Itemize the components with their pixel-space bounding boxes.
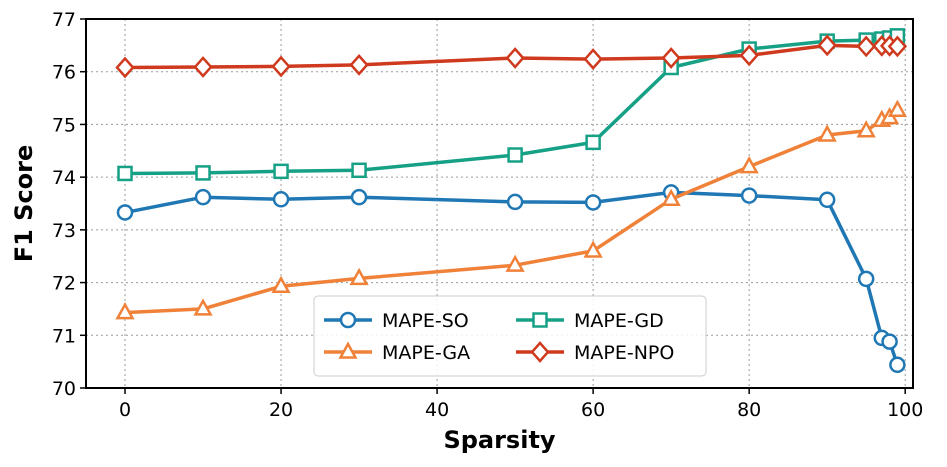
legend-label: MAPE-GA xyxy=(382,342,470,364)
mape-npo-point xyxy=(887,35,908,58)
legend-marker-diamond xyxy=(530,341,550,363)
legend-item-mape-so: MAPE-SO xyxy=(324,310,469,332)
y-tick-label: 75 xyxy=(52,114,76,136)
mape-so-point xyxy=(740,187,758,204)
mape-ga-point xyxy=(505,254,525,272)
y-tick-label: 72 xyxy=(52,273,76,295)
mape-npo-point xyxy=(193,56,213,78)
mape-ga-point xyxy=(193,298,213,316)
mape-so-point xyxy=(272,191,290,208)
mape-gd-point xyxy=(273,163,289,180)
legend-item-mape-ga: MAPE-GA xyxy=(324,341,470,364)
mape-so-point xyxy=(506,193,524,211)
mape-npo-point xyxy=(271,55,291,78)
x-tick-label: 20 xyxy=(269,399,293,421)
mape-gd-point xyxy=(351,162,367,179)
mape-npo-point xyxy=(505,47,525,69)
y-tick-label: 77 xyxy=(52,9,76,31)
y-axis-title: F1 Score xyxy=(10,145,38,263)
series-mape-npo xyxy=(115,34,908,79)
mape-so-point xyxy=(194,188,212,206)
mape-ga-point xyxy=(817,124,837,142)
mape-ga-point xyxy=(349,267,369,286)
mape-ga-point xyxy=(115,302,135,320)
legend-item-mape-gd: MAPE-GD xyxy=(516,310,664,332)
mape-npo-point xyxy=(739,44,759,67)
plot-frame xyxy=(85,18,914,389)
legend-marker-square xyxy=(532,312,548,328)
mape-npo-point xyxy=(661,47,681,69)
mape-so-point xyxy=(857,270,875,288)
mape-npo-point xyxy=(856,35,876,58)
y-tick-label: 76 xyxy=(52,62,76,84)
mape-so-point xyxy=(881,333,898,350)
x-axis-title: Sparsity xyxy=(443,426,555,454)
ticks: 0 20 40 60 80 100 70 71 72 73 74 75 76 77 xyxy=(52,9,924,421)
y-tick-label: 74 xyxy=(52,167,76,189)
mape-ga-point xyxy=(583,240,603,258)
mape-gd-point xyxy=(585,134,601,151)
x-tick-label: 80 xyxy=(737,399,761,421)
legend-label: MAPE-GD xyxy=(574,310,664,332)
series-mape-ga xyxy=(115,99,908,320)
mape-npo-point xyxy=(583,48,603,70)
legend: MAPE-SO MAPE-GA MAPE-GD MAPE-NPO xyxy=(313,295,707,377)
x-tick-label: 100 xyxy=(887,399,923,421)
mape-ga-point xyxy=(661,188,681,207)
x-tick-label: 60 xyxy=(581,399,605,421)
x-tick-label: 40 xyxy=(425,399,449,421)
mape-gd-point xyxy=(195,165,211,181)
legend-label: MAPE-SO xyxy=(382,310,469,332)
x-tick-label: 0 xyxy=(119,399,131,421)
mape-ga-point xyxy=(856,120,876,138)
mape-so-point xyxy=(889,356,906,374)
mape-npo-point xyxy=(349,53,369,76)
mape-npo-point xyxy=(817,34,837,57)
y-tick-label: 73 xyxy=(52,220,76,242)
y-tick-label: 71 xyxy=(52,325,76,347)
mape-gd-point xyxy=(507,147,523,163)
grid xyxy=(86,18,913,389)
legend-box xyxy=(313,295,707,377)
mape-ga-point xyxy=(887,99,908,117)
mape-ga-point xyxy=(739,156,759,174)
series-layer xyxy=(115,28,908,374)
mape-ga-point xyxy=(271,275,291,294)
legend-marker-circle xyxy=(339,311,357,329)
mape-npo-point xyxy=(115,56,135,79)
y-tick-label: 70 xyxy=(52,378,76,400)
mape-so-point xyxy=(116,204,134,221)
mape-gd-point xyxy=(117,165,133,182)
mape-so-point xyxy=(584,194,602,211)
legend-item-mape-npo: MAPE-NPO xyxy=(516,341,674,364)
legend-label: MAPE-NPO xyxy=(574,342,674,364)
mape-so-point xyxy=(818,191,836,209)
legend-marker-triangle xyxy=(338,341,358,359)
mape-so-point xyxy=(350,188,368,206)
